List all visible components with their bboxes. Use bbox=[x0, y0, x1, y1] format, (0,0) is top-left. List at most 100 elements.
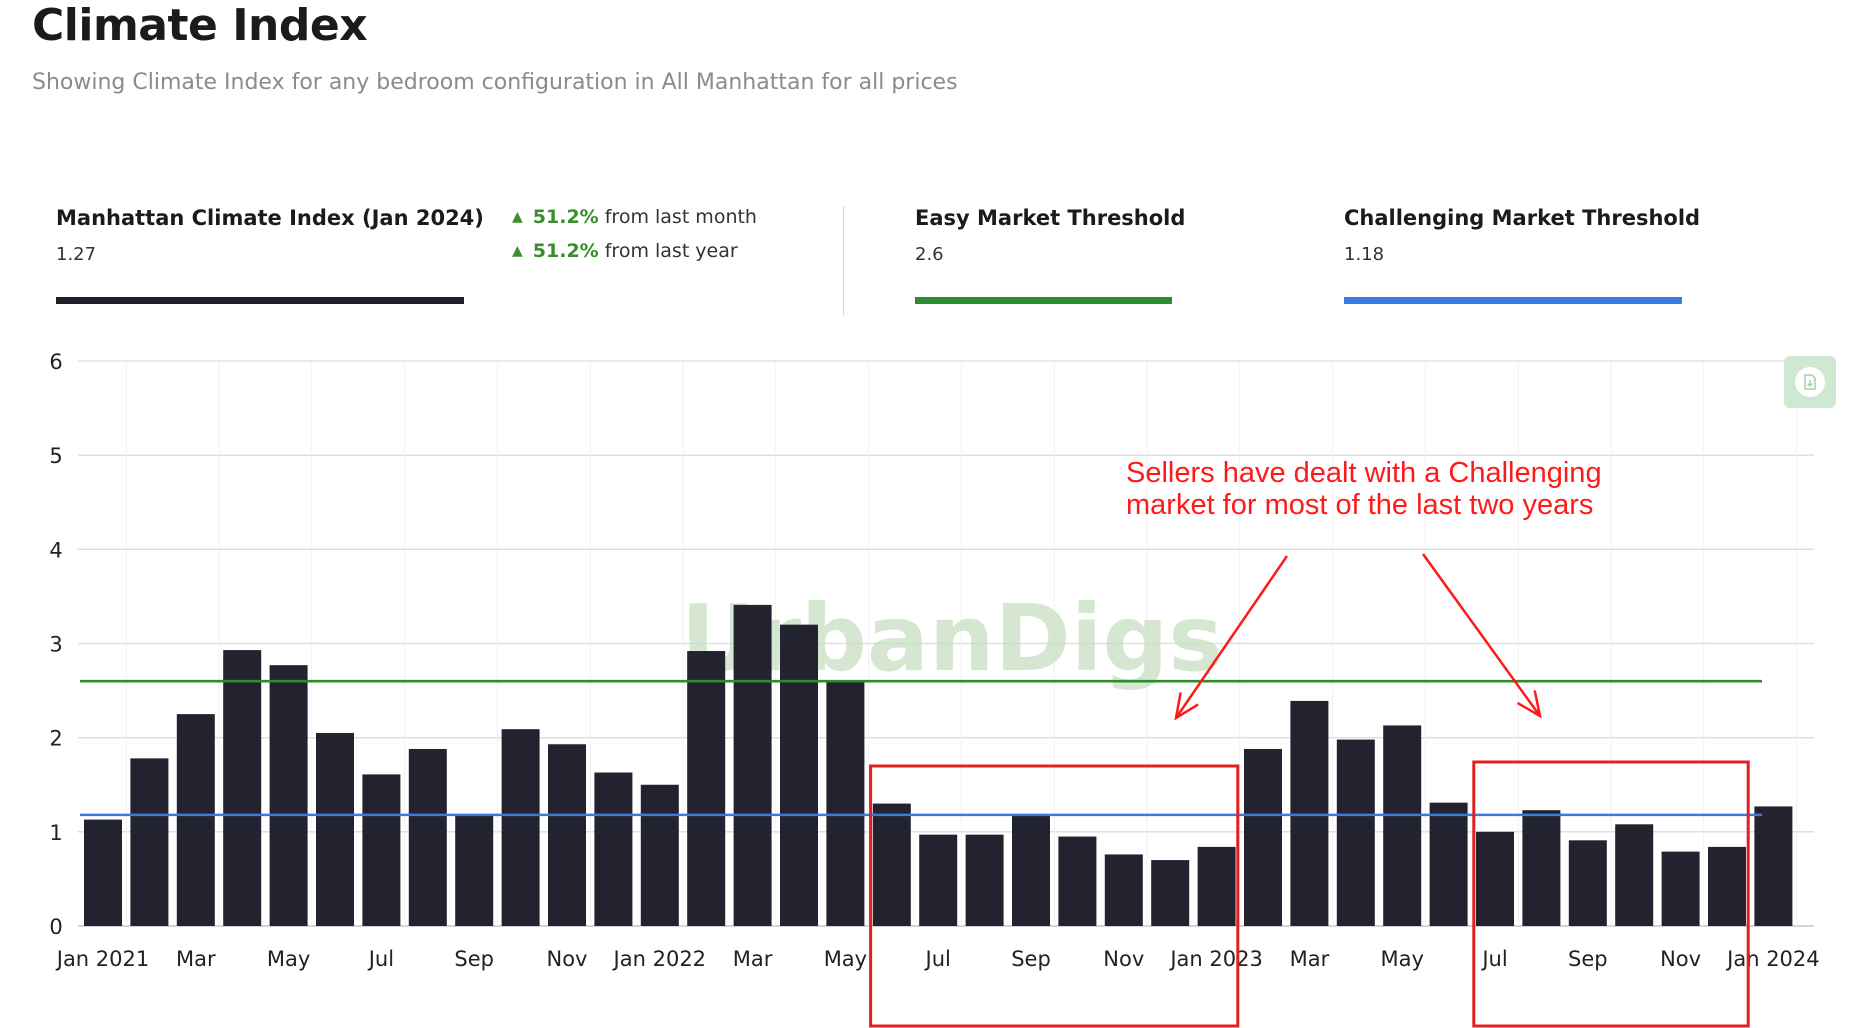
chart-annotation: Sellers have dealt with a Challenging ma… bbox=[1126, 457, 1602, 521]
bar bbox=[316, 732, 354, 926]
challenging-threshold-stat: Challenging Market Threshold 1.18 bbox=[1344, 206, 1700, 265]
arrow-line bbox=[1174, 555, 1289, 719]
change-label: from last year bbox=[598, 240, 738, 262]
bar bbox=[733, 604, 772, 926]
change-label: from last month bbox=[598, 206, 757, 228]
x-tick-label: Jul bbox=[924, 947, 951, 971]
bar bbox=[1058, 836, 1097, 926]
bar bbox=[872, 803, 911, 926]
bar bbox=[1429, 802, 1468, 926]
bar bbox=[780, 624, 818, 926]
y-tick-label: 4 bbox=[49, 538, 62, 562]
bar bbox=[1522, 810, 1561, 926]
x-tick-label: May bbox=[824, 947, 867, 971]
x-tick-label: Sep bbox=[454, 947, 494, 971]
x-axis-labels: Jan 2021 Mar May Jul Sep Nov Jan 2022 Mar May Jul… bbox=[55, 947, 1820, 971]
challenging-threshold-value: 1.18 bbox=[1344, 244, 1385, 265]
climate-index-value: 1.27 bbox=[56, 244, 97, 265]
highlight-layer bbox=[869, 760, 1750, 1028]
bar bbox=[1708, 846, 1746, 926]
y-tick-label: 3 bbox=[49, 633, 62, 657]
x-tick-label: Nov bbox=[547, 947, 588, 971]
export-button[interactable] bbox=[1784, 356, 1836, 408]
annotation-arrows bbox=[1174, 553, 1542, 721]
x-tick-label: Mar bbox=[1290, 947, 1330, 971]
bar bbox=[1754, 806, 1793, 926]
document-export-icon bbox=[1795, 367, 1825, 397]
change-percent: 51.2% bbox=[532, 206, 599, 228]
arrow-head bbox=[1174, 692, 1199, 721]
bar bbox=[1104, 854, 1143, 926]
x-tick-label: Jul bbox=[1480, 947, 1507, 971]
easy-threshold-value: 2.6 bbox=[915, 244, 944, 265]
annotation-line: market for most of the last two years bbox=[1126, 489, 1594, 521]
y-tick-label: 6 bbox=[49, 350, 62, 374]
annotation-line: Sellers have dealt with a Challenging bbox=[1126, 457, 1602, 489]
highlight-box bbox=[869, 764, 1240, 1028]
bars-layer bbox=[84, 604, 1793, 926]
bar bbox=[455, 814, 494, 926]
arrow-line bbox=[1421, 553, 1542, 717]
bar bbox=[1661, 851, 1700, 926]
bar bbox=[1197, 846, 1236, 926]
bar bbox=[1568, 840, 1607, 926]
bar bbox=[965, 834, 1004, 926]
bar bbox=[919, 834, 958, 926]
x-tick-label: Jan 2023 bbox=[1168, 947, 1263, 971]
bar bbox=[501, 729, 540, 926]
bar bbox=[640, 784, 679, 926]
bar bbox=[223, 650, 262, 926]
change-percent: 51.2% bbox=[532, 240, 599, 262]
bar bbox=[1244, 748, 1282, 926]
bar bbox=[1615, 824, 1654, 926]
x-tick-label: Sep bbox=[1011, 947, 1051, 971]
bar bbox=[1012, 815, 1050, 926]
stats-divider bbox=[843, 206, 844, 316]
highlight-box bbox=[1472, 760, 1750, 1028]
y-tick-label: 0 bbox=[49, 915, 62, 939]
arrow-head bbox=[1516, 690, 1542, 719]
climate-index-stat: Manhattan Climate Index (Jan 2024) 1.27 bbox=[56, 206, 484, 265]
page-subtitle: Showing Climate Index for any bedroom co… bbox=[32, 70, 958, 95]
bar bbox=[408, 748, 447, 926]
bar bbox=[1336, 739, 1375, 926]
easy-threshold-stat: Easy Market Threshold 2.6 bbox=[915, 206, 1185, 265]
page-title: Climate Index bbox=[32, 0, 368, 51]
x-tick-label: May bbox=[1380, 947, 1423, 971]
bar bbox=[594, 772, 633, 926]
challenging-threshold-legend-bar bbox=[1344, 297, 1682, 304]
bar bbox=[826, 681, 865, 926]
up-arrow-icon: ▲ bbox=[512, 209, 523, 225]
bar bbox=[130, 758, 169, 926]
x-tick-label: Sep bbox=[1568, 947, 1608, 971]
bar bbox=[269, 665, 308, 926]
bar bbox=[1476, 831, 1514, 926]
bar bbox=[548, 744, 586, 926]
x-tick-label: Jan 2022 bbox=[612, 947, 707, 971]
bar bbox=[362, 774, 401, 926]
y-tick-label: 1 bbox=[49, 821, 62, 845]
easy-threshold-name: Easy Market Threshold bbox=[915, 206, 1186, 230]
easy-threshold-legend-bar bbox=[915, 297, 1172, 304]
y-tick-label: 5 bbox=[49, 444, 62, 468]
y-tick-label: 2 bbox=[49, 727, 62, 751]
x-tick-label: Jan 2024 bbox=[1725, 947, 1820, 971]
bar bbox=[1151, 860, 1190, 926]
x-tick-label: Jul bbox=[367, 947, 394, 971]
climate-index-legend-bar bbox=[56, 297, 464, 304]
x-tick-label: Mar bbox=[733, 947, 773, 971]
change-from-last-month: ▲ 51.2% from last month bbox=[512, 206, 757, 228]
bar bbox=[1290, 700, 1329, 926]
x-tick-label: Jan 2021 bbox=[55, 947, 150, 971]
x-tick-label: Nov bbox=[1103, 947, 1144, 971]
up-arrow-icon: ▲ bbox=[512, 243, 523, 259]
threshold-layer bbox=[80, 679, 1762, 817]
x-tick-label: Nov bbox=[1660, 947, 1701, 971]
climate-index-name: Manhattan Climate Index (Jan 2024) bbox=[56, 206, 484, 230]
change-from-last-year: ▲ 51.2% from last year bbox=[512, 240, 738, 262]
challenging-threshold-name: Challenging Market Threshold bbox=[1344, 206, 1701, 230]
bar bbox=[84, 819, 122, 926]
bar bbox=[176, 714, 215, 926]
bar bbox=[1383, 725, 1422, 926]
